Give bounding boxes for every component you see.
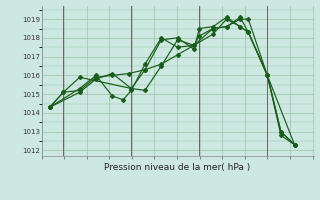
X-axis label: Pression niveau de la mer( hPa ): Pression niveau de la mer( hPa ) <box>104 163 251 172</box>
